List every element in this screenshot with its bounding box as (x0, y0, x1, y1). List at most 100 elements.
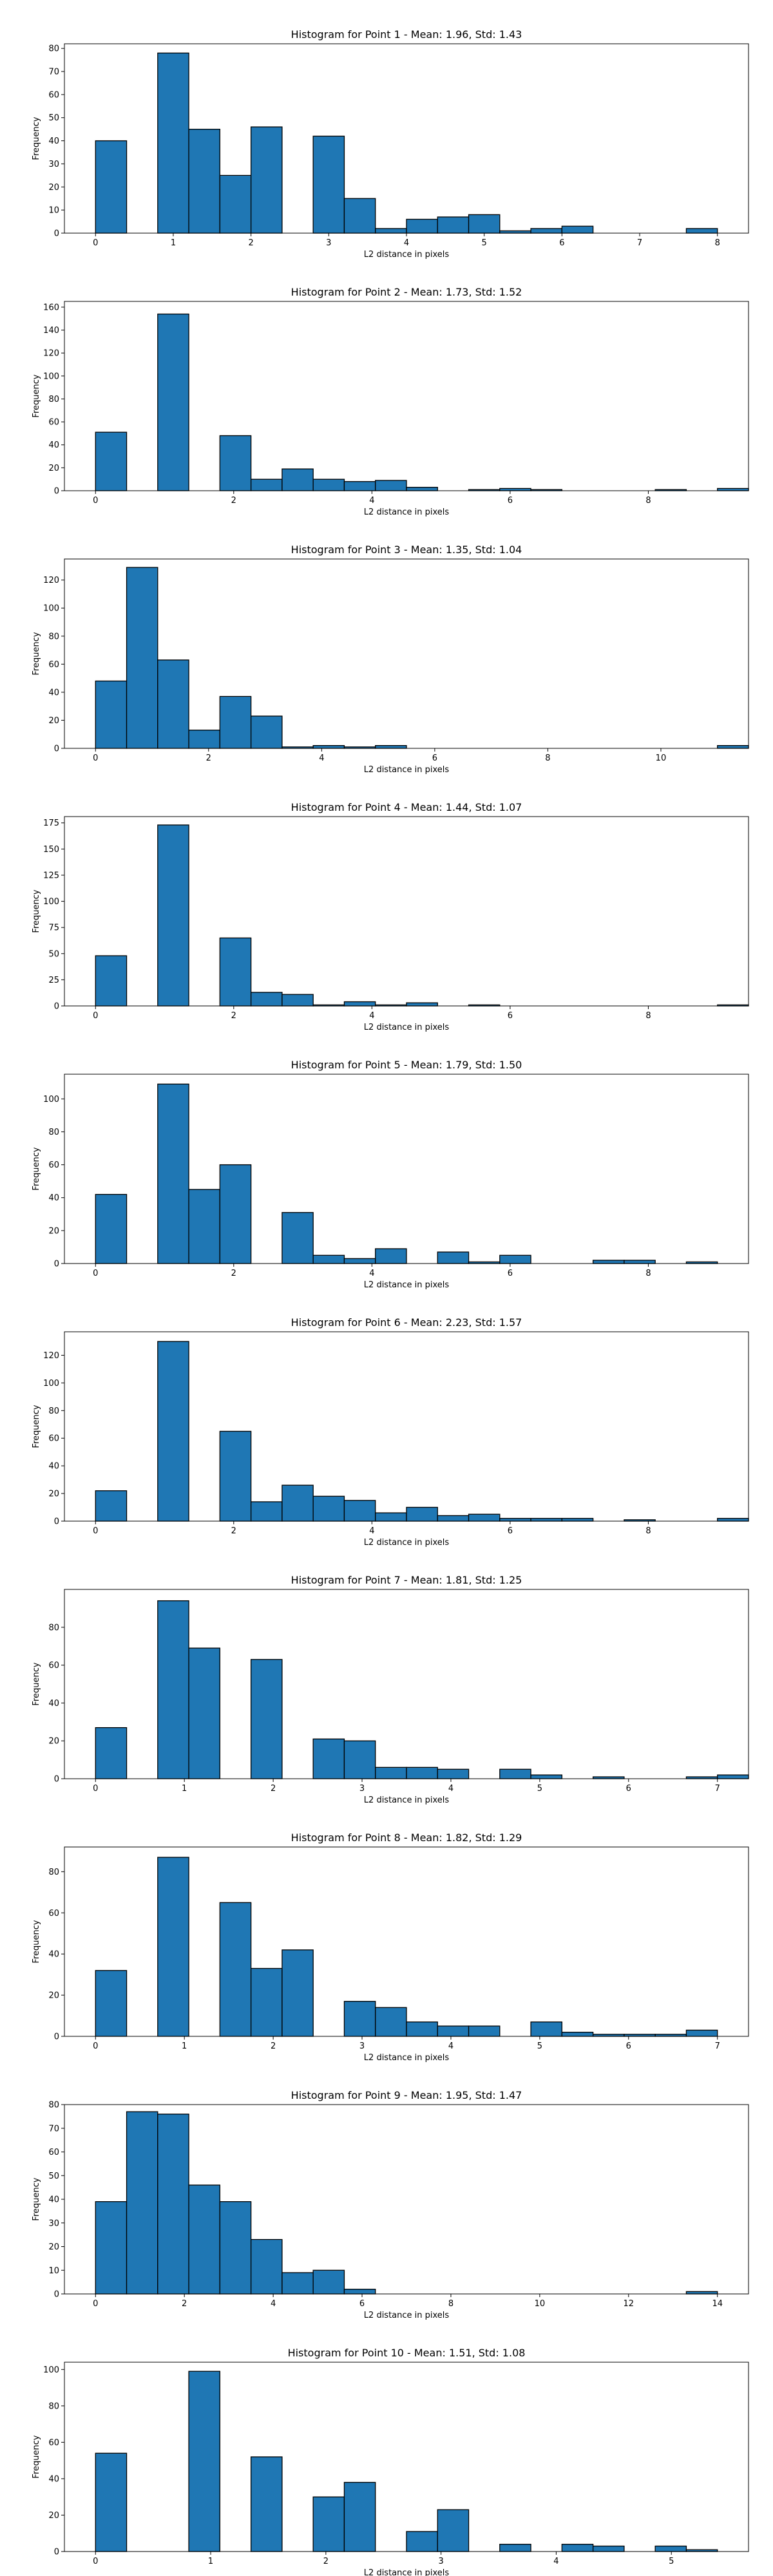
y-axis-label: Frequency (32, 632, 41, 675)
histogram-bar (685, 2029, 718, 2037)
y-axis-label: Frequency (32, 889, 41, 933)
histogram-bar (219, 1430, 252, 1522)
histogram-bar (406, 1506, 438, 1522)
x-tick-label: 3 (326, 238, 331, 248)
histogram-bar (282, 1484, 314, 1522)
histogram-bar (219, 1902, 252, 2037)
x-tick-label: 4 (553, 2557, 558, 2566)
x-tick-label: 8 (645, 1011, 651, 1021)
y-tick-label: 40 (48, 2474, 59, 2484)
histogram-bar (530, 228, 563, 234)
x-tick-label: 0 (93, 1526, 98, 1536)
x-tick-label: 1 (182, 2041, 187, 2051)
histogram-bar (685, 228, 718, 234)
histogram-bar (437, 1768, 470, 1779)
histogram-bar (250, 2239, 283, 2295)
x-tick-label: 6 (559, 238, 564, 248)
histogram-bar (282, 468, 314, 491)
y-tick-label: 30 (48, 160, 59, 169)
y-tick-label: 75 (48, 923, 59, 933)
x-tick-label: 0 (93, 2299, 98, 2309)
histogram-bar (343, 2001, 376, 2037)
histogram-bar (312, 1738, 345, 1779)
y-tick-label: 120 (43, 349, 59, 359)
histogram-bar (499, 230, 531, 234)
x-tick-label: 8 (545, 753, 550, 763)
histogram-bar (343, 1740, 376, 1779)
x-axis-label: L2 distance in pixels (364, 1538, 450, 1548)
histogram-bar (219, 696, 252, 749)
histogram-bar (282, 1212, 314, 1264)
x-tick-label: 2 (248, 238, 253, 248)
x-axis-label: L2 distance in pixels (364, 1023, 450, 1032)
histogram-bar (592, 1260, 625, 1264)
x-tick-label: 7 (637, 238, 642, 248)
x-axis-label: L2 distance in pixels (364, 2311, 450, 2320)
x-tick-label: 1 (182, 1784, 187, 1794)
histogram-bar (561, 2031, 594, 2037)
y-tick-label: 150 (43, 845, 59, 855)
y-tick-label: 10 (48, 2266, 59, 2276)
x-tick-label: 2 (206, 753, 211, 763)
y-tick-label: 40 (48, 1193, 59, 1203)
y-tick-label: 60 (48, 1160, 59, 1170)
y-tick-label: 20 (48, 1490, 59, 1499)
histogram-bar (406, 1002, 438, 1007)
x-tick-label: 2 (182, 2299, 187, 2309)
x-tick-label: 4 (404, 238, 409, 248)
y-tick-label: 20 (48, 183, 59, 193)
histogram-bar (250, 2456, 283, 2552)
histogram-bar (250, 715, 283, 749)
axes-frame (64, 558, 749, 749)
y-tick-label: 80 (48, 1623, 59, 1633)
histogram-bar (282, 994, 314, 1007)
y-axis-label: Frequency (32, 1147, 41, 1190)
histogram-bar (312, 478, 345, 491)
y-tick-label: 25 (48, 976, 59, 985)
x-tick-label: 7 (715, 2041, 720, 2051)
chart-title: Histogram for Point 1 - Mean: 1.96, Std:… (291, 28, 522, 41)
x-tick-label: 0 (93, 2041, 98, 2051)
histogram-bar (188, 1189, 221, 1264)
y-tick-label: 20 (48, 716, 59, 726)
histogram-bar (530, 2021, 563, 2037)
histogram-bar (530, 1774, 563, 1779)
histogram-bar (95, 680, 128, 749)
histogram-bar (530, 1518, 563, 1522)
histogram-bar (717, 488, 749, 491)
histogram-bar (375, 1248, 407, 1264)
histogram-panel-7: 0 1 2 3 4 5 6 7 0 20 40 60 80 Histogram for Point 7 -… (32, 1574, 749, 1805)
x-tick-label: 2 (231, 1011, 236, 1021)
histogram-bar (95, 2201, 128, 2295)
y-tick-label: 80 (48, 395, 59, 404)
x-tick-label: 3 (359, 1784, 365, 1794)
x-axis-label: L2 distance in pixels (364, 765, 450, 775)
histogram-bar (95, 1193, 128, 1264)
y-tick-label: 40 (48, 2195, 59, 2205)
y-axis-label: Frequency (32, 374, 41, 417)
histogram-bar (343, 1258, 376, 1264)
histogram-bar (375, 228, 407, 234)
y-tick-label: 40 (48, 688, 59, 697)
x-tick-label: 4 (369, 1526, 374, 1536)
y-tick-label: 40 (48, 137, 59, 146)
y-tick-label: 10 (48, 206, 59, 216)
histogram-bar (406, 1766, 438, 1779)
x-tick-label: 8 (448, 2299, 453, 2309)
histogram-bar (312, 2269, 345, 2295)
y-tick-label: 100 (43, 1095, 59, 1104)
y-tick-label: 20 (48, 2242, 59, 2252)
histogram-bar (717, 1518, 749, 1522)
x-tick-label: 4 (369, 1011, 374, 1021)
histogram-bar (95, 431, 128, 491)
axes-frame (64, 816, 749, 1007)
y-tick-label: 140 (43, 326, 59, 336)
x-tick-label: 8 (645, 1269, 651, 1278)
y-tick-label: 70 (48, 2124, 59, 2134)
histogram-panel-10: 0 1 2 3 4 5 0 20 40 60 80 100 Histogram for Point 10… (32, 2347, 749, 2576)
y-tick-label: 80 (48, 1406, 59, 1416)
y-tick-label: 0 (54, 2290, 59, 2300)
